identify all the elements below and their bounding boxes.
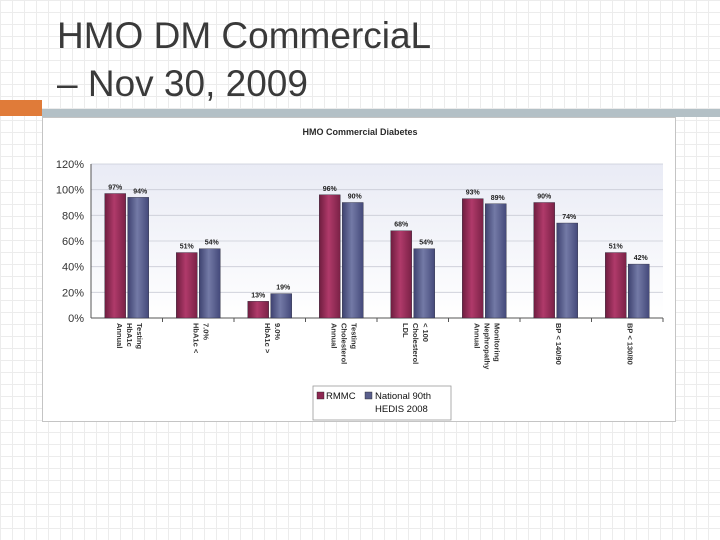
y-tick-label: 20% <box>62 287 84 299</box>
data-label: 74% <box>562 214 577 221</box>
legend-label-rmmc: RMMC <box>326 391 356 402</box>
bar-hedis <box>342 202 364 319</box>
x-category-label: Testing <box>349 323 358 350</box>
data-label: 42% <box>634 255 649 262</box>
bar-hedis <box>556 222 578 319</box>
hmo-diabetes-bar-chart: HMO Commercial Diabetes 0% 20% 40% 60% 80% 10… <box>56 127 664 421</box>
data-label: 90% <box>537 194 552 201</box>
y-tick-label: 80% <box>62 210 84 222</box>
x-category-label: Nephropathy <box>482 323 491 370</box>
legend-label-hedis-line-2: HEDIS 2008 <box>375 404 428 415</box>
x-category-label: Annual <box>472 323 481 348</box>
x-category-label: HbA1c > <box>263 323 272 354</box>
bar-hedis <box>127 197 149 319</box>
legend-label-hedis-line-1: National 90th <box>375 391 431 402</box>
data-label: 68% <box>394 222 409 229</box>
data-label: 54% <box>419 240 434 247</box>
x-category-label: Cholesterol <box>339 323 348 364</box>
x-category-label: 9.0% <box>273 323 282 340</box>
data-label: 94% <box>133 188 148 195</box>
data-label: 51% <box>180 244 195 251</box>
x-category-label: BP < 130/80 <box>625 323 634 365</box>
bar-rmmc <box>462 198 484 319</box>
data-label: 97% <box>108 185 123 192</box>
x-category-label: Annual <box>115 323 124 348</box>
y-tick-label: 120% <box>56 159 84 171</box>
slide-title-line-1: HMO DM Commercia​L <box>57 15 432 56</box>
x-category-label: LDL <box>401 323 410 338</box>
title-accent-box <box>0 100 42 116</box>
data-label: 89% <box>491 195 506 202</box>
slide-title: HMO DM Commercia​L – Nov 30, 2009 <box>57 12 697 108</box>
x-category-label: Monitoring <box>492 323 501 362</box>
data-label: 90% <box>348 194 363 201</box>
chart-plot-layer: 0%20%40%60%80%100%120%97%94%Annual HbA1c T… <box>56 159 664 421</box>
chart-frame: HMO Commercial Diabetes 0% 20% 40% 60% 80% 10… <box>42 117 676 422</box>
y-tick-label: 0% <box>68 313 84 325</box>
bar-hedis <box>485 203 507 319</box>
data-label: 51% <box>609 244 624 251</box>
bar-hedis <box>628 263 650 319</box>
x-category-label: Annual <box>329 323 338 348</box>
x-category-label: 7.0% <box>201 323 210 340</box>
data-label: 93% <box>466 190 481 197</box>
bar-rmmc <box>176 252 198 319</box>
bar-hedis <box>199 248 221 319</box>
legend-box <box>312 385 452 421</box>
x-category-label: < 100 <box>421 323 430 342</box>
data-label: 19% <box>276 285 291 292</box>
y-tick-label: 60% <box>62 236 84 248</box>
bar-rmmc <box>319 194 341 319</box>
x-category-label: BP < 140/90 <box>554 323 563 365</box>
bar-hedis <box>270 293 292 319</box>
bar-rmmc <box>533 202 555 319</box>
x-category-label: Testing <box>135 323 144 350</box>
y-tick-label: 40% <box>62 262 84 274</box>
legend-swatch-rmmc <box>316 391 325 400</box>
bar-rmmc <box>605 252 627 319</box>
data-label: 96% <box>323 186 338 193</box>
x-category-label: Cholesterol <box>411 323 420 364</box>
x-category-label: HbA1c <box>125 323 134 347</box>
data-label: 13% <box>251 292 266 299</box>
x-category-label: HbA1c < <box>191 323 200 354</box>
y-tick-label: 100% <box>56 185 84 197</box>
chart-title: HMO Commercial Diabetes <box>302 127 417 137</box>
slide-title-line-2: – Nov 30, 2009 <box>57 63 308 104</box>
legend-swatch-hedis <box>364 391 373 400</box>
bar-rmmc <box>390 230 412 319</box>
bar-hedis <box>413 248 435 319</box>
title-accent-rule <box>42 109 720 117</box>
bar-rmmc <box>247 301 269 319</box>
bar-rmmc <box>104 193 126 319</box>
data-label: 54% <box>205 240 220 247</box>
